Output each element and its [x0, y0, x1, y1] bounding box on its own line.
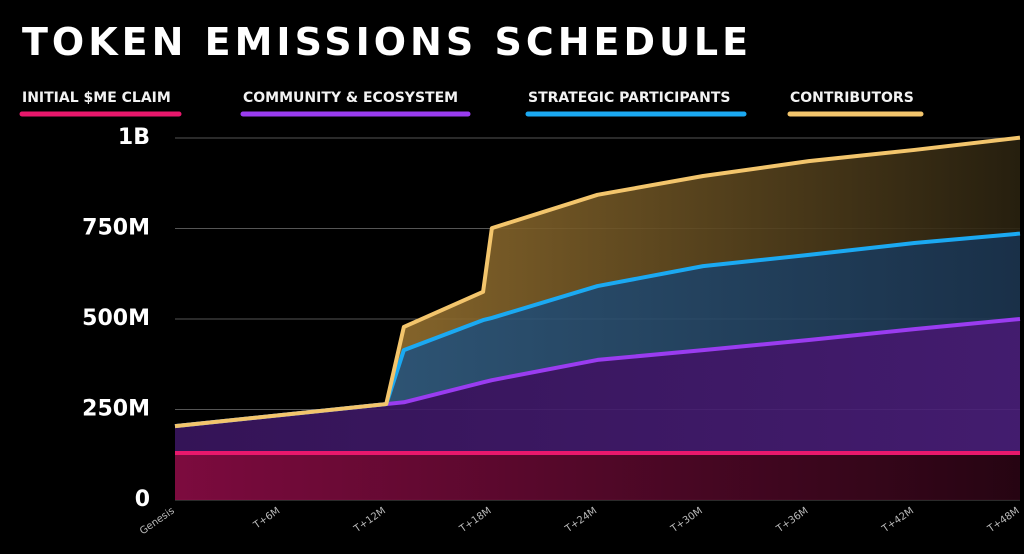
legend-label: COMMUNITY & ECOSYSTEM — [243, 90, 458, 106]
legend-label: STRATEGIC PARTICIPANTS — [528, 90, 731, 106]
x-tick-label: T+42M — [880, 505, 916, 535]
y-tick-label: 1B — [118, 125, 150, 150]
x-tick-label: T+24M — [563, 505, 599, 535]
line — [174, 317, 1021, 429]
x-tick-label: T+36M — [774, 505, 810, 535]
x-tick-label: T+6M — [251, 505, 282, 531]
x-tick-label: T+18M — [457, 505, 493, 535]
area — [175, 137, 1020, 427]
area — [175, 233, 1020, 427]
y-tick-label: 750M — [82, 216, 150, 241]
line — [174, 135, 1021, 429]
line — [174, 231, 1021, 429]
x-tick-label: T+48M — [985, 505, 1021, 535]
y-tick-label: 500M — [82, 306, 150, 331]
y-tick-label: 0 — [135, 487, 150, 512]
y-tick-label: 250M — [82, 397, 150, 422]
area — [175, 452, 1020, 500]
chart-title: TOKEN EMISSIONS SCHEDULE — [22, 20, 752, 64]
area — [175, 319, 1020, 453]
x-tick-label: T+12M — [351, 505, 387, 535]
legend-label: INITIAL $ME CLAIM — [22, 90, 171, 106]
legend-label: CONTRIBUTORS — [790, 90, 914, 106]
x-tick-label: T+30M — [668, 505, 704, 535]
